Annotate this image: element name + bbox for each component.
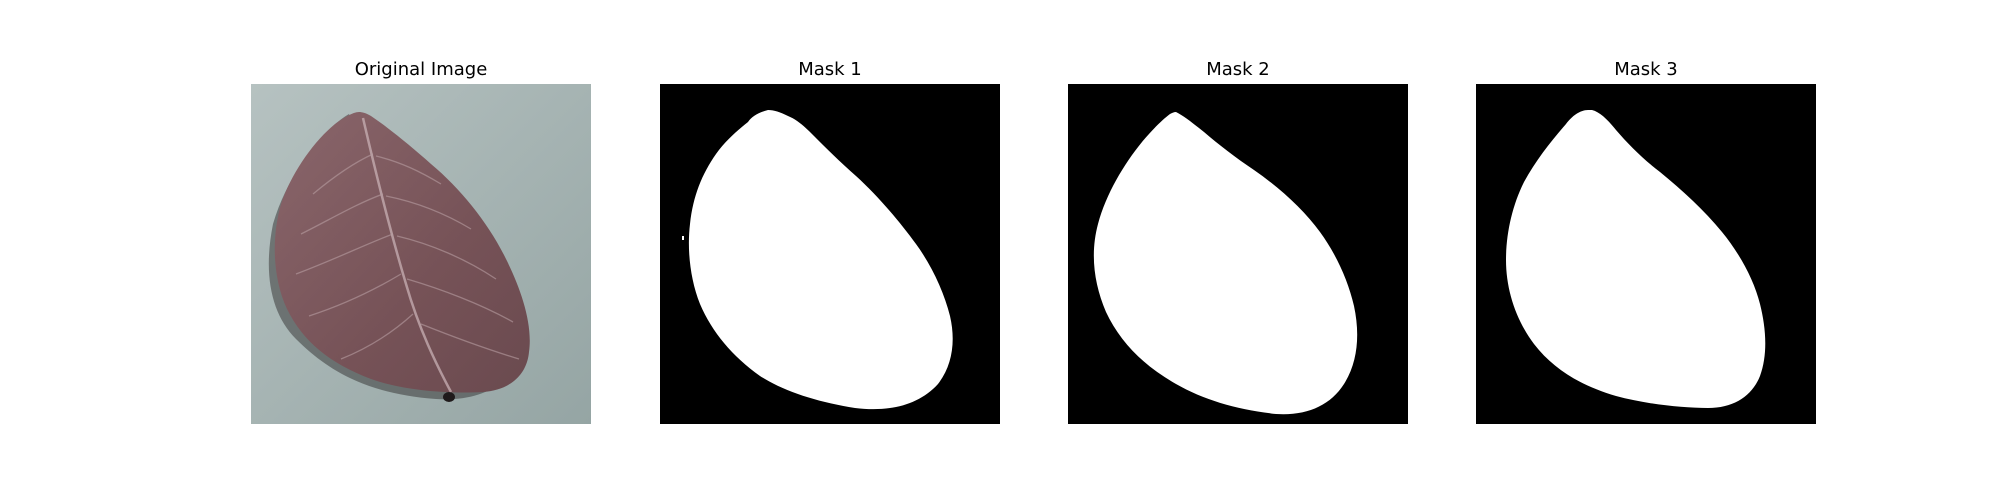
- original-image-title: Original Image: [354, 59, 488, 80]
- mask-2-image: [1068, 84, 1408, 424]
- original-leaf-photo: [251, 84, 591, 424]
- leaf-body: [274, 112, 530, 393]
- leaf-midrib: [361, 117, 453, 393]
- mask-2-panel: Mask 2: [1068, 0, 1408, 500]
- leaf-veins: [295, 153, 520, 360]
- original-image-panel: Original Image: [251, 0, 591, 500]
- mask-2-title: Mask 2: [1206, 59, 1270, 80]
- leaf-petiole: [443, 392, 455, 402]
- leaf-mask-region: [1093, 112, 1358, 415]
- mask-1-image: [660, 84, 1000, 424]
- leaf-mask-region: [1506, 110, 1766, 408]
- leaf-mask-region: [688, 110, 953, 410]
- mask-1-title: Mask 1: [798, 59, 862, 80]
- mask-1-panel: Mask 1: [660, 0, 1000, 500]
- mask-3-image: [1476, 84, 1816, 424]
- mask-3-title: Mask 3: [1614, 59, 1678, 80]
- mask-3-panel: Mask 3: [1476, 0, 1816, 500]
